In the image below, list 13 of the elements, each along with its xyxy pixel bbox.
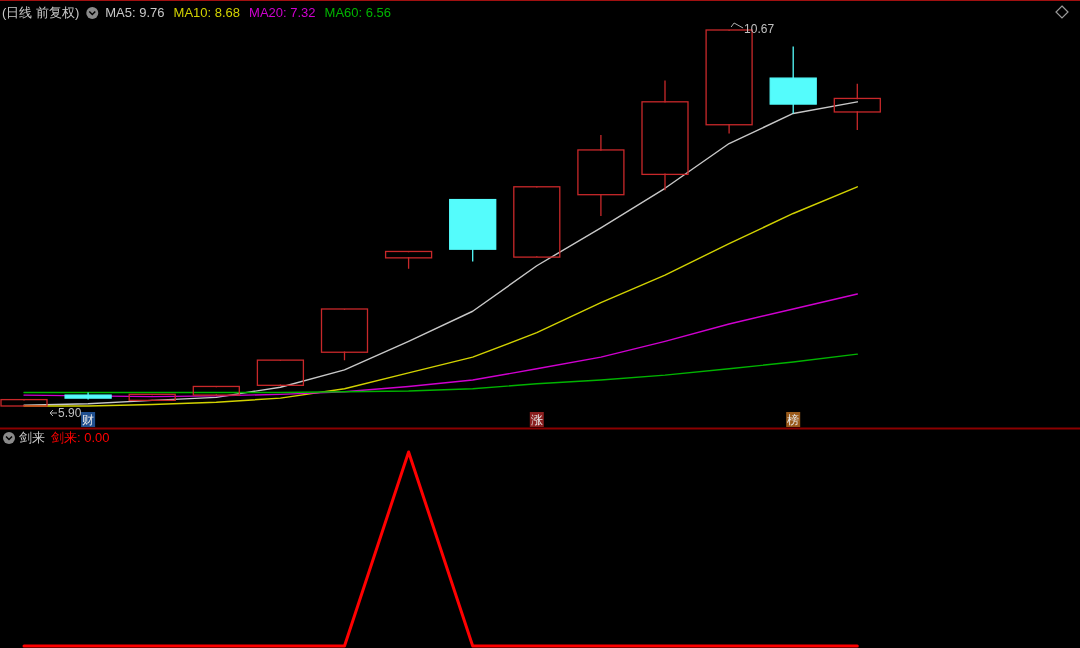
- annotation: 5.90: [58, 406, 82, 420]
- series-name: MA10: 8.68: [173, 5, 241, 20]
- series-name: MA60: 6.56: [324, 5, 392, 20]
- x-label: 财: [81, 412, 96, 427]
- annotation: 5.90: [49, 406, 82, 420]
- annotation: 10.67: [744, 22, 775, 36]
- annotation: 10.67: [730, 22, 775, 36]
- series-name: MA5: 9.76: [105, 5, 165, 20]
- chart-title: (日线 前复权): [2, 5, 80, 20]
- series-name: MA20: 7.32: [249, 5, 316, 20]
- chart-title: 剑来: [19, 430, 45, 445]
- x-label: 榜: [786, 412, 801, 427]
- series-name: 剑来: 0.00: [51, 430, 110, 445]
